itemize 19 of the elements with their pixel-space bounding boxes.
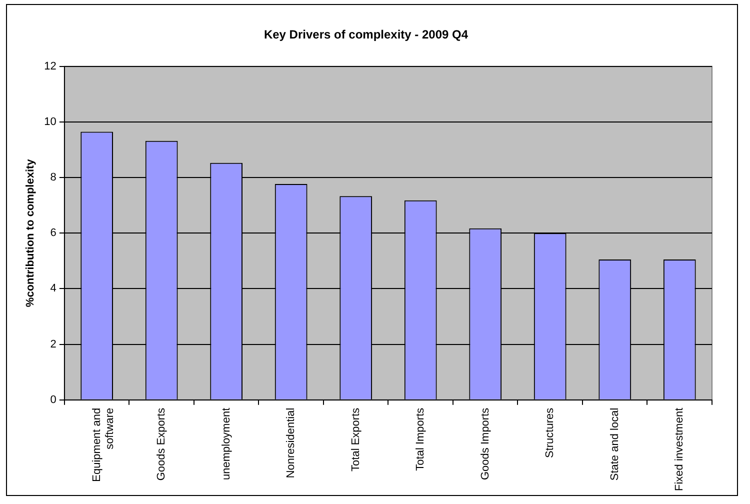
x-tick-label: Equipment and software — [90, 408, 116, 482]
y-tick-label: 6 — [50, 227, 56, 240]
x-tick-label: Total Exports — [350, 407, 362, 472]
y-tick-label: 8 — [50, 172, 56, 184]
x-tick-label: Fixed investment — [674, 408, 686, 492]
x-tick-label: unemployment — [220, 408, 232, 480]
y-axis-title: %contribution to complexity — [24, 158, 37, 308]
x-tick-label: Goods Imports — [479, 407, 492, 480]
x-tick-label: Structures — [544, 407, 556, 458]
x-tick-label: State and local — [608, 408, 621, 481]
x-tick-label: Goods Exports — [156, 407, 168, 481]
x-tick-label: Nonresidential — [285, 408, 298, 478]
y-tick-label: 12 — [44, 60, 56, 72]
y-tick-label: 2 — [50, 338, 56, 350]
chart-title: Key Drivers of complexity - 2009 Q4 — [264, 28, 468, 42]
y-tick-label: 0 — [50, 394, 56, 406]
y-tick-label: 4 — [50, 282, 56, 295]
y-tick-label: 10 — [44, 116, 56, 128]
x-tick-label: Total Imports — [414, 407, 427, 471]
